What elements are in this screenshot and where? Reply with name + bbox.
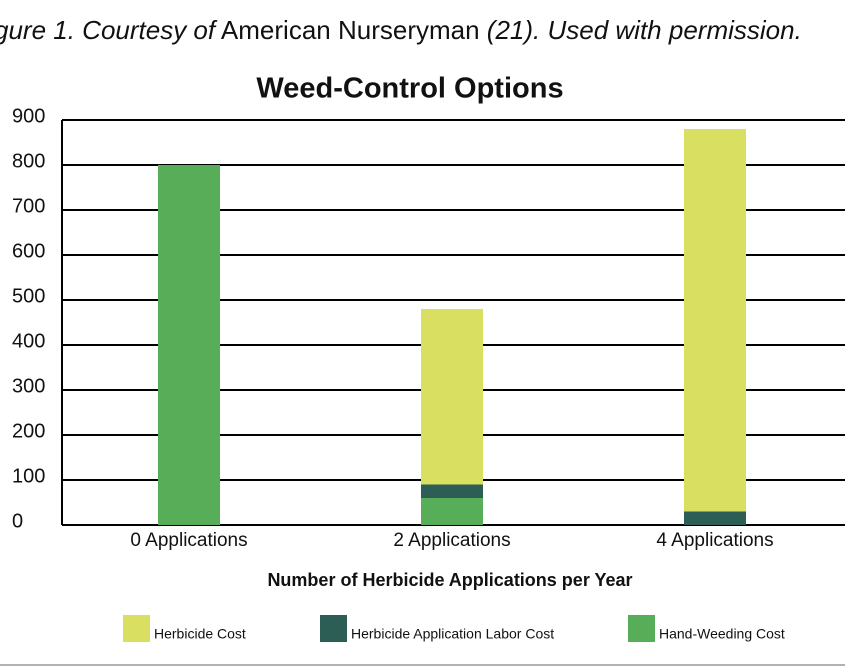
legend-label: Herbicide Application Labor Cost	[351, 626, 554, 642]
y-tick-label: 800	[12, 150, 45, 172]
legend-swatch	[320, 615, 347, 642]
caption: gure 1. Courtesy of American Nurseryman …	[0, 15, 802, 45]
bar-segment	[684, 511, 746, 525]
bar-segment	[158, 165, 220, 525]
y-tick-label: 900	[12, 105, 45, 127]
legend-swatch	[123, 615, 150, 642]
caption-part: (21). Used with permission.	[487, 15, 802, 45]
y-tick-label: 400	[12, 330, 45, 352]
x-axis-label: Number of Herbicide Applications per Yea…	[267, 570, 632, 590]
y-tick-label: 200	[12, 420, 45, 442]
bar-segment	[421, 498, 483, 525]
legend-label: Herbicide Cost	[154, 626, 246, 642]
bar-segment	[421, 484, 483, 498]
y-tick-label: 700	[12, 195, 45, 217]
legend-swatch	[628, 615, 655, 642]
y-tick-label: 600	[12, 240, 45, 262]
bar-segment	[421, 309, 483, 485]
chart-title: Weed-Control Options	[256, 73, 563, 105]
bar-segment	[684, 129, 746, 512]
caption-part: gure 1. Courtesy of	[0, 15, 218, 45]
y-tick-label: 300	[12, 375, 45, 397]
y-tick-label: 100	[12, 465, 45, 487]
caption-part: American Nurseryman	[221, 15, 480, 45]
legend-label: Hand-Weeding Cost	[659, 626, 785, 642]
y-tick-label: 0	[12, 510, 23, 532]
y-tick-label: 500	[12, 285, 45, 307]
x-tick-label: 4 Applications	[656, 530, 773, 551]
x-tick-label: 0 Applications	[130, 530, 247, 551]
x-tick-label: 2 Applications	[393, 530, 510, 551]
